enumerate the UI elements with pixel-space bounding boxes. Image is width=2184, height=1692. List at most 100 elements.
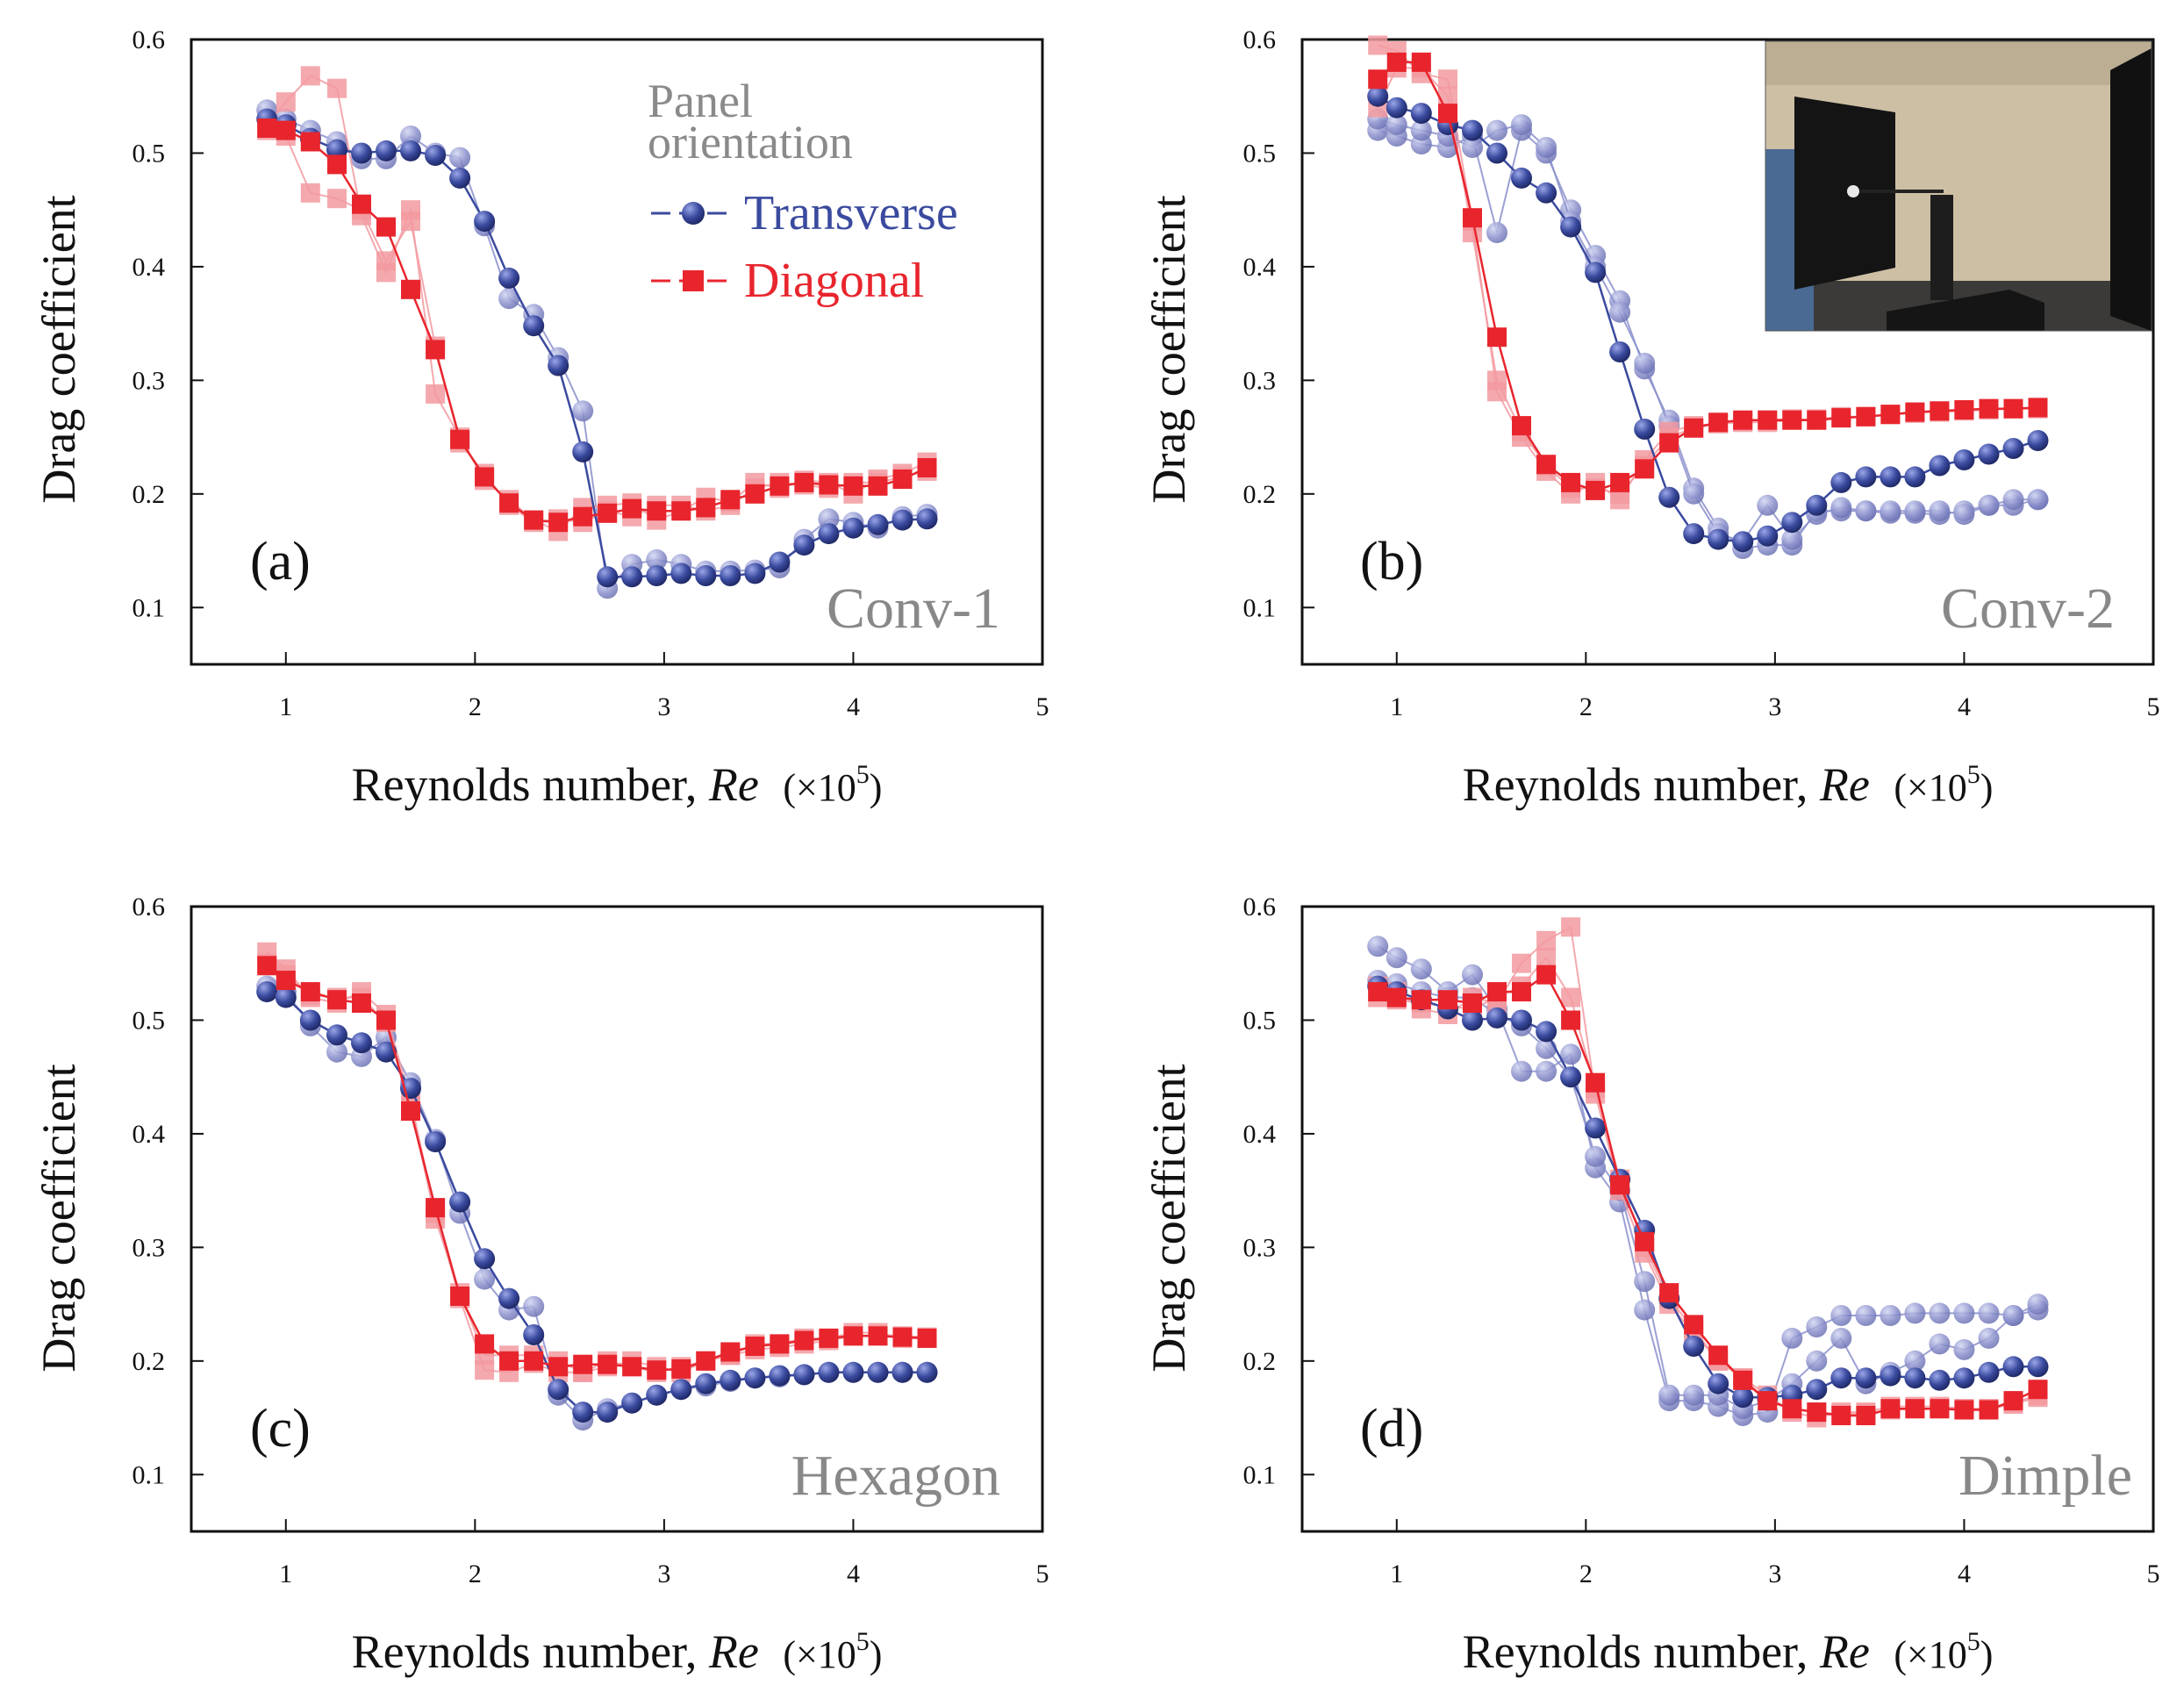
data-point — [1905, 1399, 1925, 1419]
series-diagonal — [1368, 964, 2048, 1425]
x-tick-label: 2 — [1579, 692, 1593, 721]
x-tick-label: 3 — [657, 692, 670, 721]
data-point — [1782, 410, 1802, 430]
series-diagonal — [1368, 52, 2048, 500]
data-point — [1486, 119, 1507, 141]
data-point — [1658, 486, 1680, 508]
x-axis-label-re: Re — [708, 1625, 759, 1678]
y-tick-label: 0.5 — [132, 139, 166, 168]
data-point — [275, 986, 297, 1008]
data-point — [1536, 1021, 1557, 1043]
data-point — [1757, 525, 1779, 547]
data-point — [1560, 1043, 1582, 1065]
y-tick-label: 0.6 — [132, 25, 166, 54]
data-point — [1386, 947, 1407, 969]
data-point — [1463, 993, 1482, 1013]
series-line — [1378, 979, 2038, 1410]
data-point — [1462, 1009, 1483, 1031]
data-point — [401, 212, 420, 232]
series-line — [1377, 972, 2039, 1417]
data-point — [401, 1101, 420, 1121]
data-point — [2002, 438, 2024, 459]
y-tick-label: 0.2 — [132, 480, 166, 509]
data-point — [276, 971, 296, 991]
data-point — [1929, 500, 1951, 522]
data-point — [1487, 982, 1507, 1002]
data-point — [597, 566, 619, 588]
data-point — [1830, 1305, 1852, 1326]
data-point — [818, 508, 840, 530]
data-point — [1953, 449, 1975, 470]
data-point — [1806, 1316, 1828, 1337]
data-point — [1511, 1009, 1532, 1031]
x-tick-label: 1 — [1390, 1559, 1403, 1588]
data-point — [1953, 1302, 1975, 1324]
inset-right-frame — [2110, 48, 2152, 331]
data-point — [1536, 948, 1557, 968]
y-tick-label: 0.1 — [132, 593, 166, 622]
data-point — [2027, 1356, 2049, 1378]
x-axis-label-close: ) — [1980, 1633, 1994, 1676]
data-point — [1536, 137, 1557, 158]
y-tick-label: 0.2 — [1243, 1347, 1277, 1376]
chart-panel-c: 0.1 0.2 0.3 0.4 0.5 0.6 1 2 3 4 5 (c) Hexagon Dra… — [32, 893, 1049, 1678]
data-point — [1411, 52, 1431, 72]
x-axis-label-close: ) — [870, 766, 883, 809]
data-point — [1659, 433, 1679, 453]
data-point — [257, 956, 277, 976]
data-point — [819, 1328, 839, 1348]
data-point — [843, 476, 863, 496]
data-point — [449, 1191, 471, 1213]
data-point — [769, 551, 791, 573]
data-point — [1904, 500, 1926, 522]
y-axis-label: Drag coefficient — [1142, 1064, 1195, 1372]
data-point — [1462, 137, 1483, 158]
data-point — [818, 1361, 840, 1383]
data-point — [1512, 982, 1531, 1002]
inset-tunnel-outlet — [1794, 97, 1895, 290]
series-transverse — [1367, 85, 2049, 553]
data-point — [1806, 494, 1828, 516]
data-point — [1880, 1305, 1901, 1326]
data-point — [2002, 1305, 2024, 1326]
series-line — [267, 126, 928, 524]
data-point — [1585, 1145, 1607, 1167]
data-point — [1954, 1400, 1974, 1420]
data-point — [1831, 1406, 1851, 1425]
x-tick-label: 5 — [1036, 692, 1049, 721]
data-point — [1561, 917, 1581, 937]
data-point — [1880, 405, 1901, 425]
data-point — [1855, 466, 1877, 488]
series-transverse-repeat — [1367, 970, 2049, 1420]
data-point — [892, 1361, 913, 1383]
data-point — [523, 1295, 545, 1317]
data-point — [327, 154, 347, 175]
series-layer — [1367, 917, 2049, 1428]
data-point — [327, 990, 347, 1010]
inset-support — [1930, 195, 1953, 300]
data-point — [1411, 990, 1431, 1010]
data-point — [572, 441, 594, 462]
panel-label: (a) — [250, 532, 311, 591]
data-point — [2027, 1294, 2049, 1316]
series-diagonal-repeat — [257, 120, 937, 533]
data-point — [1536, 1060, 1557, 1082]
x-tick-labels: 1 2 3 4 5 — [279, 652, 1049, 721]
x-axis-label-main: Reynolds number, — [352, 1625, 698, 1678]
series-layer — [256, 66, 938, 599]
data-point — [1610, 472, 1630, 492]
data-point — [1560, 216, 1582, 238]
plot-frame — [190, 905, 1044, 1533]
y-tick-label: 0.4 — [1243, 1120, 1277, 1149]
x-axis-label-main: Reynolds number, — [1463, 758, 1808, 811]
y-tick-label: 0.6 — [132, 893, 166, 921]
series-transverse — [256, 108, 938, 588]
data-point — [524, 510, 544, 530]
data-point — [744, 563, 766, 584]
series-line — [266, 951, 927, 1373]
data-point — [1410, 119, 1432, 141]
y-tick-label: 0.4 — [132, 1120, 166, 1149]
y-tick-label: 0.6 — [1243, 893, 1277, 921]
data-point — [499, 1351, 519, 1371]
panel-title: Conv-2 — [1941, 577, 2115, 641]
